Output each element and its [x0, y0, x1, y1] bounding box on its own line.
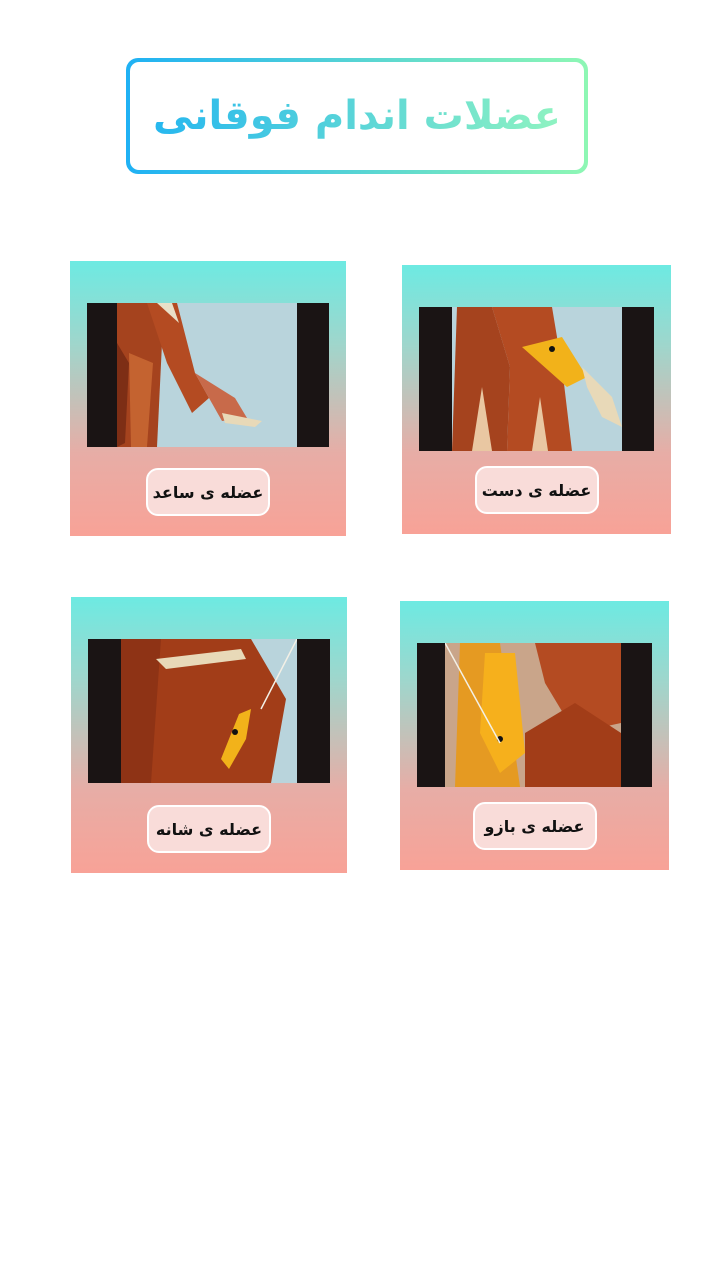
arm-muscle-image — [417, 643, 652, 787]
card-forearm[interactable]: عضله ی ساعد — [70, 261, 346, 536]
forearm-muscle-image — [87, 303, 329, 447]
arm-muscle-button[interactable]: عضله ی بازو — [472, 802, 597, 850]
card-hand[interactable]: عضله ی دست — [402, 265, 671, 534]
card-shoulder[interactable]: عضله ی شانه — [71, 597, 347, 873]
shoulder-muscle-button[interactable]: عضله ی شانه — [147, 805, 271, 853]
title-inner: عضلات اندام فوقانی — [130, 62, 584, 170]
title-frame: عضلات اندام فوقانی — [126, 58, 588, 174]
shoulder-muscle-image — [88, 639, 330, 783]
page-title: عضلات اندام فوقانی — [153, 93, 561, 139]
card-arm[interactable]: عضله ی بازو — [400, 601, 669, 870]
forearm-muscle-button[interactable]: عضله ی ساعد — [146, 468, 270, 516]
hand-muscle-button[interactable]: عضله ی دست — [474, 466, 599, 514]
hand-muscle-image — [419, 307, 654, 451]
